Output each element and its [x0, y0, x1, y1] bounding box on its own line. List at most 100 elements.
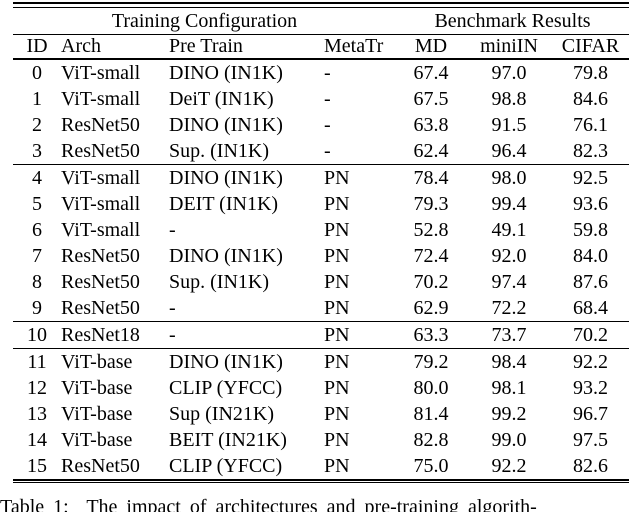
column-header-row: ID Arch Pre Train MetaTr MD miniIN CIFAR [13, 34, 629, 60]
cell-md: 72.4 [413, 244, 449, 267]
cell-miniin: 92.0 [491, 244, 527, 267]
cell-md: 70.2 [413, 270, 449, 293]
bottom-rule-2 [13, 481, 629, 483]
cell-id: 5 [32, 192, 42, 215]
table-row: 13 ViT-base Sup (IN21K) PN 81.4 99.2 96.7 [13, 401, 629, 427]
cell-pretrain: DINO (IN1K) [169, 164, 324, 191]
cell-metatr: PN [324, 164, 396, 191]
cell-cifar: 97.5 [573, 428, 608, 451]
cell-md: 52.8 [413, 218, 449, 241]
cell-pretrain: DINO (IN1K) [169, 113, 283, 136]
cell-metatr: PN [324, 321, 396, 349]
top-rule-2 [13, 6, 629, 8]
cell-id: 4 [13, 164, 61, 191]
cell-metatr: - [324, 87, 331, 110]
table-row: 9 ResNet50 - PN 62.9 72.2 68.4 [13, 295, 629, 322]
cell-id: 2 [32, 113, 42, 136]
cell-arch: ResNet50 [61, 454, 140, 477]
cell-metatr: PN [324, 296, 350, 319]
cell-miniin: 73.7 [466, 321, 552, 349]
cell-metatr: PN [324, 348, 396, 375]
table-row: 0 ViT-small DINO (IN1K) - 67.4 97.0 79.8 [13, 59, 629, 86]
cell-cifar: 92.2 [552, 348, 629, 375]
cell-md: 82.8 [413, 428, 449, 451]
column-header-metatr: MetaTr [324, 34, 396, 60]
cell-miniin: 97.4 [491, 270, 527, 293]
cell-arch: ViT-small [61, 218, 141, 241]
cell-miniin: 99.4 [491, 192, 527, 215]
cell-metatr: - [324, 139, 331, 162]
cell-miniin: 91.5 [491, 113, 527, 136]
cell-miniin: 99.2 [491, 402, 527, 425]
table-row: 6 ViT-small - PN 52.8 49.1 59.8 [13, 217, 629, 243]
cell-arch: ResNet50 [61, 244, 140, 267]
cell-id: 14 [27, 428, 47, 451]
cell-md: 79.2 [396, 348, 466, 375]
column-header-cifar: CIFAR [552, 34, 629, 60]
cell-cifar: 70.2 [552, 321, 629, 349]
cell-id: 7 [32, 244, 42, 267]
cell-miniin: 49.1 [491, 218, 527, 241]
cell-metatr: PN [324, 402, 350, 425]
cell-md: 80.0 [413, 376, 449, 399]
cell-md: 78.4 [396, 164, 466, 191]
cell-metatr: PN [324, 270, 350, 293]
cell-arch: ResNet50 [61, 113, 140, 136]
group-header-row: Training Configuration Benchmark Results [13, 8, 629, 35]
cell-pretrain: BEIT (IN21K) [169, 428, 287, 451]
cell-cifar: 93.2 [573, 376, 608, 399]
cell-pretrain: Sup (IN21K) [169, 402, 274, 425]
group-header-training-configuration: Training Configuration [13, 8, 396, 35]
cell-miniin: 72.2 [491, 296, 527, 319]
cell-cifar: 96.7 [573, 402, 608, 425]
table-row: 7 ResNet50 DINO (IN1K) PN 72.4 92.0 84.0 [13, 243, 629, 269]
cell-cifar: 84.6 [573, 87, 608, 110]
cell-metatr: PN [324, 192, 350, 215]
cell-md: 63.8 [413, 113, 449, 136]
cell-pretrain: DeiT (IN1K) [169, 87, 274, 110]
column-header-id: ID [13, 34, 61, 60]
cell-pretrain: - [169, 321, 324, 349]
cell-miniin: 99.0 [491, 428, 527, 451]
table-row: 14 ViT-base BEIT (IN21K) PN 82.8 99.0 97.5 [13, 427, 629, 453]
cell-id: 12 [27, 376, 47, 399]
cell-pretrain: DINO (IN1K) [169, 61, 283, 84]
cell-pretrain: DINO (IN1K) [169, 244, 283, 267]
results-table: Training Configuration Benchmark Results… [13, 8, 629, 479]
cell-metatr: PN [324, 244, 350, 267]
cell-miniin: 98.8 [491, 87, 527, 110]
cell-miniin: 96.4 [491, 139, 527, 162]
cell-arch: ViT-base [61, 428, 133, 451]
cell-cifar: 87.6 [573, 270, 608, 293]
table-row: 3 ResNet50 Sup. (IN1K) - 62.4 96.4 82.3 [13, 138, 629, 165]
cell-metatr: - [324, 113, 331, 136]
cell-metatr: PN [324, 428, 350, 451]
cell-miniin: 92.2 [491, 454, 527, 477]
cell-arch: ViT-small [61, 192, 141, 215]
paper-table-figure: Training Configuration Benchmark Results… [13, 2, 629, 483]
cell-arch: ResNet50 [61, 139, 140, 162]
cell-md: 63.3 [396, 321, 466, 349]
cell-md: 67.5 [413, 87, 449, 110]
cell-md: 62.4 [413, 139, 449, 162]
cell-pretrain: - [169, 296, 176, 319]
cell-pretrain: Sup. (IN1K) [169, 270, 269, 293]
cell-pretrain: Sup. (IN1K) [169, 139, 269, 162]
cell-md: 75.0 [413, 454, 449, 477]
table-row: 2 ResNet50 DINO (IN1K) - 63.8 91.5 76.1 [13, 112, 629, 138]
cell-miniin: 98.1 [491, 376, 527, 399]
cell-id: 11 [13, 348, 61, 375]
table-row: 1 ViT-small DeiT (IN1K) - 67.5 98.8 84.6 [13, 86, 629, 112]
table-row: 12 ViT-base CLIP (YFCC) PN 80.0 98.1 93.2 [13, 375, 629, 401]
cell-cifar: 82.6 [573, 454, 608, 477]
bottom-rule-1 [13, 479, 629, 481]
cell-arch: ResNet50 [61, 270, 140, 293]
cell-cifar: 93.6 [573, 192, 608, 215]
cell-miniin: 98.4 [466, 348, 552, 375]
cell-pretrain: CLIP (YFCC) [169, 454, 283, 477]
cell-arch: ResNet18 [61, 321, 169, 349]
cell-id: 3 [32, 139, 42, 162]
cell-pretrain: DINO (IN1K) [169, 348, 324, 375]
column-header-md: MD [396, 34, 466, 60]
cell-md: 81.4 [413, 402, 449, 425]
